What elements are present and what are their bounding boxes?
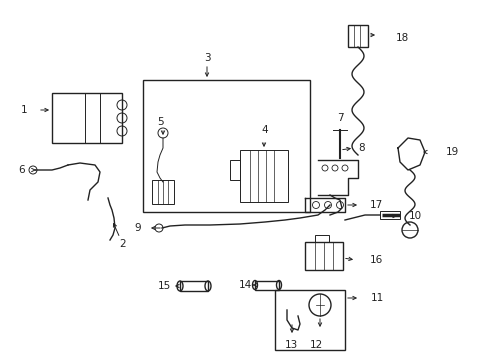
Text: 12: 12 (309, 340, 322, 350)
Text: 19: 19 (445, 147, 458, 157)
Text: 10: 10 (407, 211, 421, 221)
Text: 6: 6 (19, 165, 25, 175)
Bar (254, 281, 279, 290)
Text: 18: 18 (395, 33, 408, 43)
Text: 3: 3 (203, 53, 210, 63)
Bar (347, 25, 367, 47)
Bar (305, 242, 342, 270)
Text: 1: 1 (20, 105, 27, 115)
Text: 9: 9 (134, 223, 141, 233)
Bar (142, 80, 309, 212)
Bar (180, 281, 207, 291)
Text: 13: 13 (284, 340, 297, 350)
Bar (274, 290, 345, 350)
Text: 11: 11 (370, 293, 384, 303)
Bar (240, 150, 287, 202)
Text: 17: 17 (369, 200, 383, 210)
Text: 16: 16 (369, 255, 383, 265)
Text: 5: 5 (157, 117, 164, 127)
Bar (379, 211, 399, 219)
Text: 14: 14 (238, 280, 251, 290)
Text: 2: 2 (120, 239, 126, 249)
Bar (314, 235, 328, 242)
Bar (52, 93, 122, 143)
Text: 7: 7 (336, 113, 343, 123)
Text: 15: 15 (157, 281, 170, 291)
Bar (229, 160, 240, 180)
Bar (152, 180, 174, 204)
Text: 4: 4 (261, 125, 268, 135)
Text: 8: 8 (357, 143, 364, 153)
